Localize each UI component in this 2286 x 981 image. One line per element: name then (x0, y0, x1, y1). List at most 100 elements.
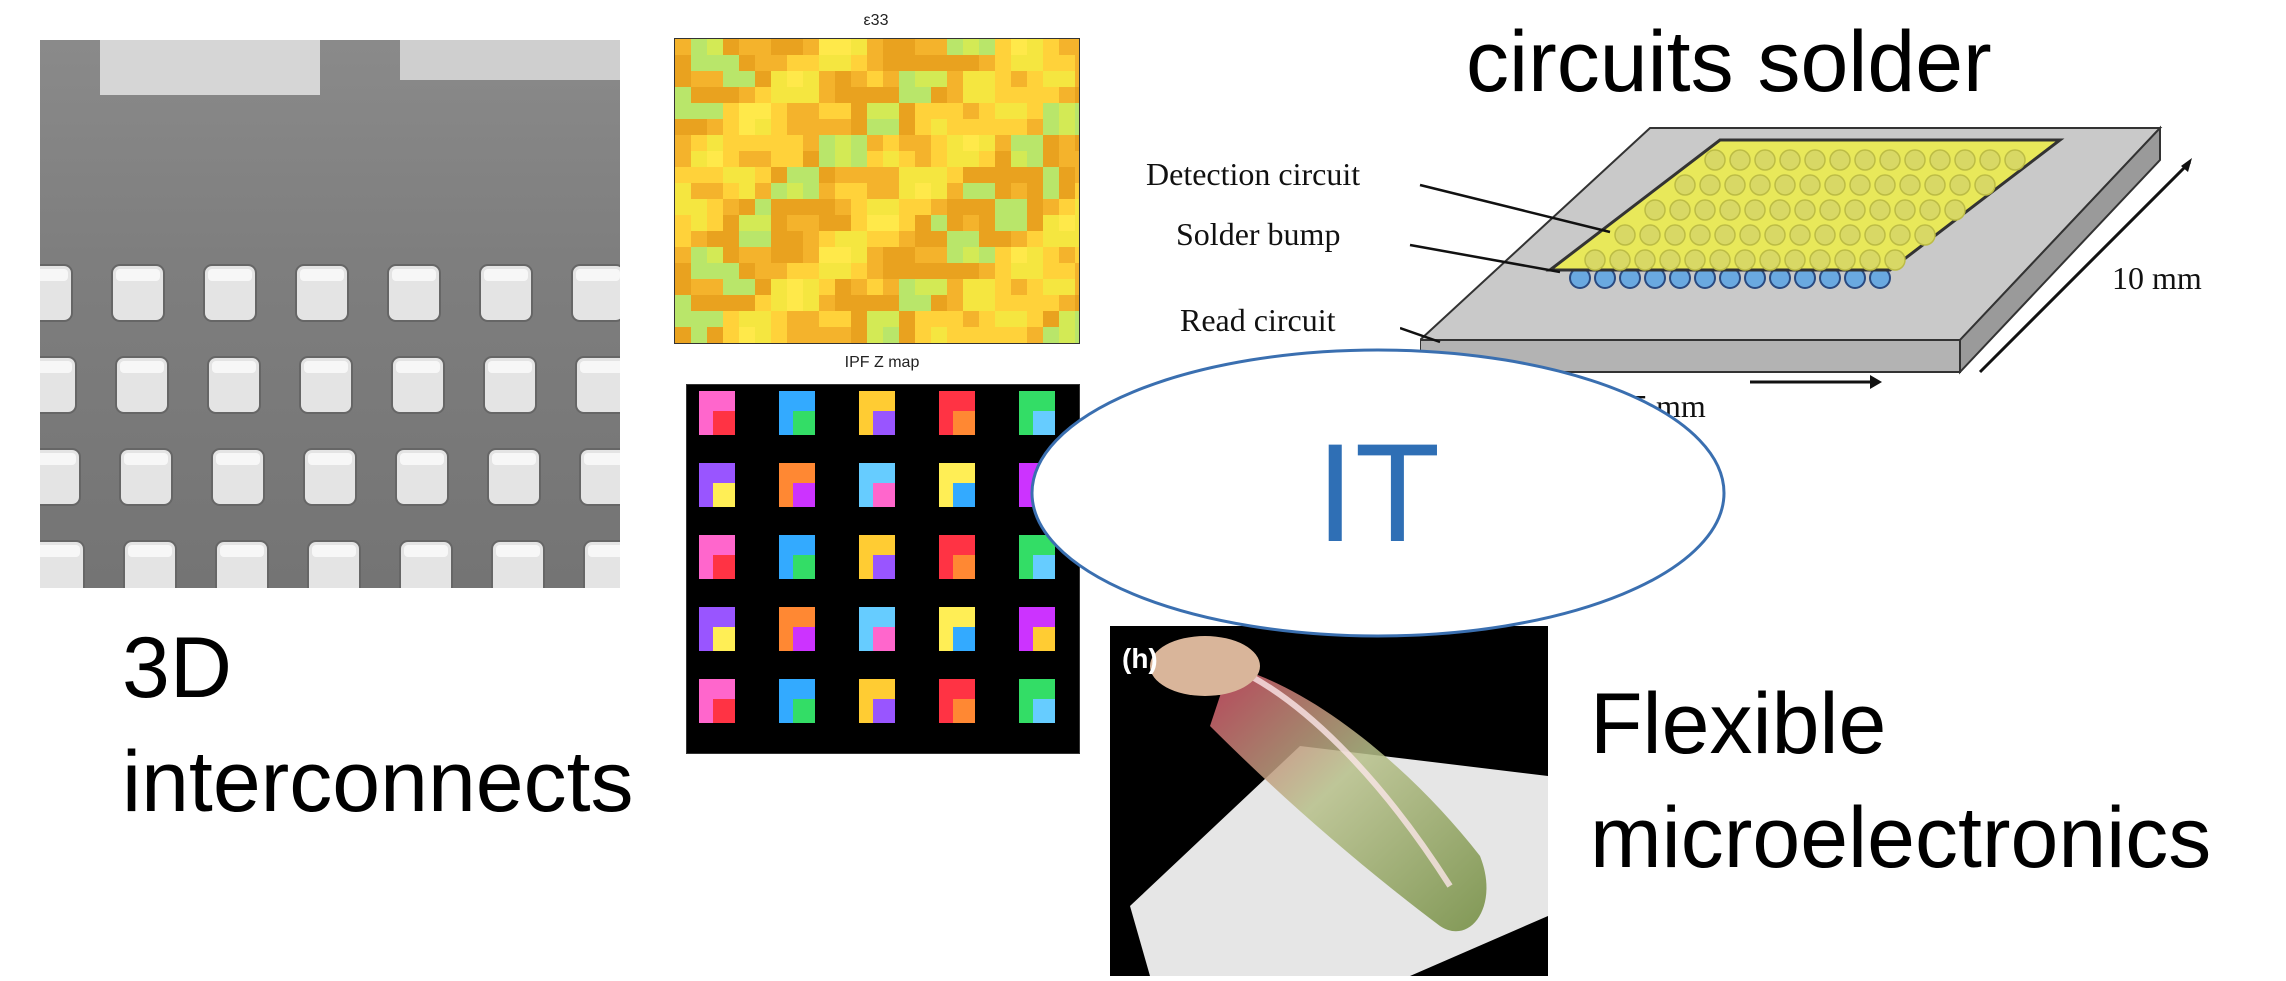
strain-cell (739, 231, 755, 247)
strain-cell (947, 119, 963, 135)
strain-cell (931, 167, 947, 183)
strain-cell (675, 167, 691, 183)
strain-cell (1043, 199, 1059, 215)
strain-cell (1011, 151, 1027, 167)
strain-cell (707, 231, 723, 247)
strain-cell (723, 55, 739, 71)
grain-part (793, 699, 815, 723)
strain-cell (771, 327, 787, 343)
strain-cell (995, 327, 1011, 343)
detector-dot (1819, 199, 1841, 221)
strain-cell (835, 215, 851, 231)
bump-cap (128, 545, 172, 557)
strain-cell (851, 311, 867, 327)
strain-cell (707, 39, 723, 55)
strain-cell (819, 135, 835, 151)
ipf-map-title: IPF Z map (844, 354, 920, 371)
dim-arrowhead-right (2181, 158, 2192, 172)
detector-dot (1834, 249, 1856, 271)
strain-cell (1027, 199, 1043, 215)
strain-cell (1075, 119, 1079, 135)
strain-cell (1027, 55, 1043, 71)
strain-cell (771, 247, 787, 263)
detector-dot (1659, 249, 1681, 271)
strain-cell (1043, 87, 1059, 103)
grain-part (713, 555, 735, 579)
strain-cell (835, 71, 851, 87)
bump-cap (484, 269, 528, 281)
strain-cell (1043, 215, 1059, 231)
strain-cell (1011, 55, 1027, 71)
strain-cell (787, 247, 803, 263)
strain-cell (979, 295, 995, 311)
strain-cell (771, 295, 787, 311)
detector-dot (1879, 149, 1901, 171)
label-microelectronics: microelectronics (1590, 790, 2212, 886)
strain-cell (771, 263, 787, 279)
strain-cell (867, 279, 883, 295)
strain-cell (867, 39, 883, 55)
strain-cell (739, 151, 755, 167)
strain-cell (835, 327, 851, 343)
strain-cell (1059, 119, 1075, 135)
strain-cell (915, 215, 931, 231)
strain-cell (883, 87, 899, 103)
strain-cell (979, 231, 995, 247)
grain-part (953, 699, 975, 723)
strain-cell (963, 279, 979, 295)
ipf-map-graphic (699, 391, 1055, 723)
strain-cell (867, 247, 883, 263)
bump-grid (40, 264, 620, 588)
strain-cell (851, 87, 867, 103)
detector-dot (1904, 149, 1926, 171)
strain-cell (1075, 87, 1079, 103)
strain-cell (675, 279, 691, 295)
strain-cell (1027, 327, 1043, 343)
bump-cap (576, 269, 620, 281)
strain-cell (771, 135, 787, 151)
grain-part (953, 411, 975, 435)
bump-cap (308, 453, 352, 465)
strain-cell (947, 167, 963, 183)
strain-cell (755, 231, 771, 247)
strain-cell (1059, 279, 1075, 295)
strain-cell (995, 71, 1011, 87)
strain-cell (691, 215, 707, 231)
strain-cell (755, 247, 771, 263)
strain-cell (835, 167, 851, 183)
bump-cap (312, 545, 356, 557)
strain-cell (819, 87, 835, 103)
strain-cell (947, 327, 963, 343)
strain-cell (883, 263, 899, 279)
strain-cell (1011, 87, 1027, 103)
strain-cell (1027, 183, 1043, 199)
strain-cell (1011, 231, 1027, 247)
strain-cell (995, 55, 1011, 71)
top-pad-left (100, 40, 320, 95)
strain-cell (723, 295, 739, 311)
strain-cell (915, 183, 931, 199)
strain-cell (819, 279, 835, 295)
strain-cell (995, 135, 1011, 151)
strain-map-graphic (675, 39, 1079, 343)
grain-part (953, 627, 975, 651)
dim-arrowhead-bottom (1870, 375, 1882, 389)
strain-cell (995, 311, 1011, 327)
strain-cell (819, 327, 835, 343)
grain-part (793, 483, 815, 507)
strain-cell (963, 183, 979, 199)
leader-detection (1419, 183, 1611, 234)
grain-part (713, 411, 735, 435)
strain-cell (723, 167, 739, 183)
flexible-film-photo: (h) (1110, 626, 1548, 976)
label-read-circuit: Read circuit (1180, 302, 1336, 338)
bump-cap (212, 361, 256, 373)
strain-cell (707, 199, 723, 215)
bump-cap (488, 361, 532, 373)
detector-dot (1919, 199, 1941, 221)
strain-cell (915, 199, 931, 215)
strain-cell (883, 215, 899, 231)
strain-cell (1043, 183, 1059, 199)
strain-cell (739, 103, 755, 119)
strain-cell (691, 71, 707, 87)
